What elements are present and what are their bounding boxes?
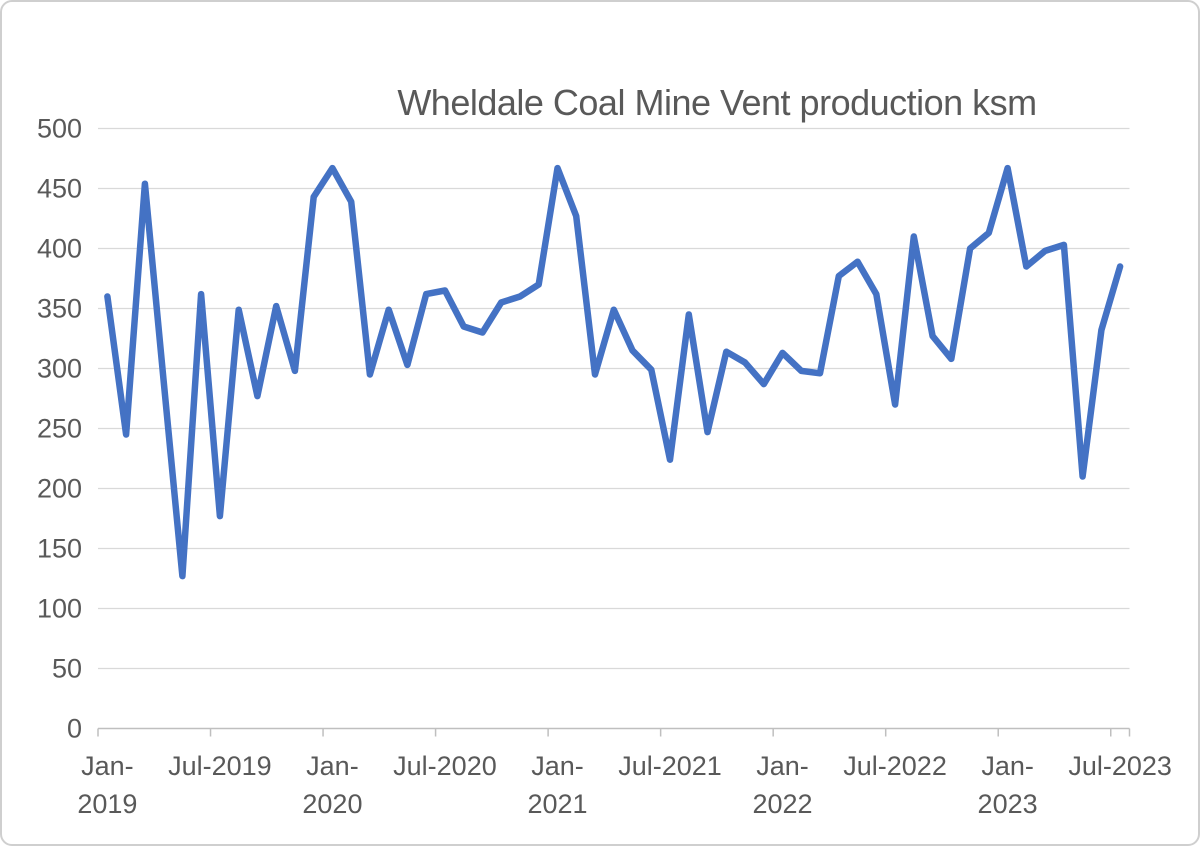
x-tick-label: Jul-2021 — [618, 751, 722, 781]
chart-title: Wheldale Coal Mine Vent production ksm — [397, 82, 1037, 123]
y-tick-label: 200 — [37, 474, 82, 504]
y-tick-label: 50 — [52, 654, 82, 684]
y-tick-label: 150 — [37, 534, 82, 564]
x-tick-label: Jan-2023 — [978, 751, 1038, 819]
series-line-vent-production — [104, 164, 1124, 580]
y-tick-label: 250 — [37, 414, 82, 444]
x-tick-label: Jan-2022 — [753, 751, 813, 819]
x-tick-label: Jul-2023 — [1068, 751, 1172, 781]
x-tick-label: Jul-2020 — [393, 751, 497, 781]
y-tick-label: 100 — [37, 594, 82, 624]
y-tick-label: 350 — [37, 294, 82, 324]
x-tick-label: Jan-2020 — [302, 751, 362, 819]
y-tick-label: 500 — [37, 114, 82, 144]
y-tick-label: 300 — [37, 354, 82, 384]
x-tick-label: Jul-2022 — [843, 751, 947, 781]
x-tick-label: Jul-2019 — [168, 751, 272, 781]
y-tick-label: 400 — [37, 234, 82, 264]
y-tick-label: 450 — [37, 174, 82, 204]
x-tick-label: Jan-2021 — [527, 751, 587, 819]
x-tick-label: Jan-2019 — [77, 751, 137, 819]
y-tick-label: 0 — [67, 714, 82, 744]
